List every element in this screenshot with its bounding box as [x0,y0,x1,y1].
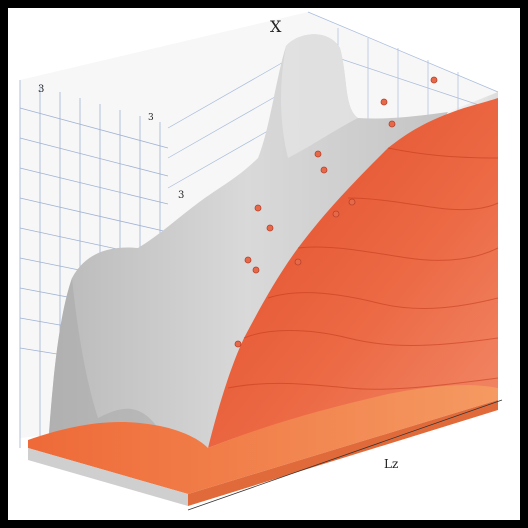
grey-surface [48,34,448,448]
grey-shadow [48,278,208,448]
floor-surface [28,385,498,494]
red-surface [208,98,498,448]
ridge-markers [234,76,438,348]
left-label-low: 3 [178,190,184,201]
left-label-top: 3 [38,84,44,95]
peak-highlight [281,34,358,158]
surface-plot-illustration: X 3 3 3 Lz [19,11,503,511]
left-label-mid: 3 [148,113,154,123]
bottom-label: Lz [384,457,398,471]
floor-edge-right [188,400,498,506]
red-contours [227,147,499,390]
illustration-frame: X 3 3 3 Lz [8,8,520,520]
floor-edge-left [28,448,188,506]
bottom-axis-line [187,399,503,511]
top-label: X [270,17,282,36]
